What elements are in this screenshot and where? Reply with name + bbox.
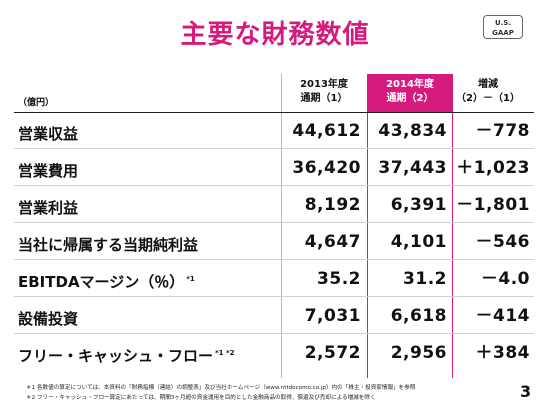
row-label-text: 当社に帰属する当期純利益 — [18, 236, 199, 254]
highlight-header-bg — [367, 74, 453, 112]
header-rule — [14, 112, 534, 113]
column-header-line2: （2）－（1） — [456, 93, 520, 104]
value-fy2013: 4,647 — [304, 232, 361, 252]
row-label: フリー・キャッシュ・フロー *1 *2 — [18, 335, 235, 374]
row-label: 営業利益 — [18, 187, 80, 226]
footnote-2: ＊2 フリー・キャッシュ・フロー算定にあたっては、期間3ヶ月超の資金運用を目的と… — [26, 395, 376, 401]
value-fy2013: 7,031 — [304, 306, 361, 326]
row-label-text: EBITDAマージン（％） — [18, 273, 185, 291]
value-change: ＋384 — [475, 343, 530, 363]
value-fy2013: 44,612 — [292, 121, 361, 141]
value-fy2013: 35.2 — [317, 269, 361, 289]
row-note: *1 *2 — [215, 349, 235, 357]
row-note: *1 — [186, 275, 195, 283]
column-header-line1: 2014年度 — [386, 79, 434, 90]
table-row: 営業費用 36,420 37,443 ＋1,023 — [14, 150, 534, 186]
table-row: 営業収益 44,612 43,834 －778 — [14, 113, 534, 149]
row-label-text: 営業利益 — [18, 199, 79, 217]
table-row: 営業利益 8,192 6,391 －1,801 — [14, 187, 534, 223]
value-fy2013: 2,572 — [304, 343, 361, 363]
column-header-line2: 通期（2） — [386, 93, 434, 104]
row-label-text: フリー・キャッシュ・フロー — [18, 347, 214, 365]
value-change: －4.0 — [480, 269, 530, 289]
value-change: －546 — [475, 232, 530, 252]
unit-label: （億円） — [18, 98, 55, 108]
badge-line2: GAAP — [492, 29, 514, 37]
column-header-line2: 通期（1） — [300, 93, 348, 104]
column-divider — [281, 74, 282, 378]
value-fy2014: 6,391 — [390, 195, 447, 215]
column-header-fy2013: 2013年度 通期（1） — [281, 78, 367, 106]
column-header-line1: 2013年度 — [300, 79, 348, 90]
value-change: －414 — [475, 306, 530, 326]
page-title: 主要な財務数値 — [180, 20, 370, 50]
value-fy2014: 2,956 — [390, 343, 447, 363]
highlight-column-frame — [367, 74, 453, 378]
table-row: EBITDAマージン（％） *1 35.2 31.2 －4.0 — [14, 261, 534, 297]
row-label-text: 営業費用 — [18, 162, 79, 180]
row-label-text: 営業収益 — [18, 125, 79, 143]
value-fy2014: 31.2 — [403, 269, 447, 289]
column-header-fy2014: 2014年度 通期（2） — [367, 78, 453, 106]
footnote-1: ＊1 各数値の算定については、本資料の「財務指標（連結）の調整表」及び当社ホーム… — [26, 385, 416, 391]
table-row: 設備投資 7,031 6,618 －414 — [14, 298, 534, 334]
row-label: EBITDAマージン（％） *1 — [18, 261, 195, 300]
row-label: 当社に帰属する当期純利益 — [18, 224, 200, 263]
value-fy2014: 43,834 — [378, 121, 447, 141]
value-fy2013: 8,192 — [304, 195, 361, 215]
value-change: －1,801 — [456, 195, 530, 215]
value-change: －778 — [475, 121, 530, 141]
column-header-change: 増減 （2）－（1） — [453, 78, 523, 106]
value-fy2014: 6,618 — [390, 306, 447, 326]
value-fy2013: 36,420 — [292, 158, 361, 178]
column-header-line1: 増減 — [478, 79, 498, 90]
value-fy2014: 37,443 — [378, 158, 447, 178]
row-label: 営業収益 — [18, 113, 80, 152]
table-row: フリー・キャッシュ・フロー *1 *2 2,572 2,956 ＋384 — [14, 335, 534, 371]
row-label: 営業費用 — [18, 150, 80, 189]
page-number: 3 — [520, 382, 532, 401]
table-row: 当社に帰属する当期純利益 4,647 4,101 －546 — [14, 224, 534, 260]
value-fy2014: 4,101 — [390, 232, 447, 252]
row-label-text: 設備投資 — [18, 310, 79, 328]
value-change: ＋1,023 — [456, 158, 530, 178]
us-gaap-badge: U.S. GAAP — [483, 15, 523, 39]
row-label: 設備投資 — [18, 298, 80, 337]
badge-line1: U.S. — [494, 19, 512, 27]
